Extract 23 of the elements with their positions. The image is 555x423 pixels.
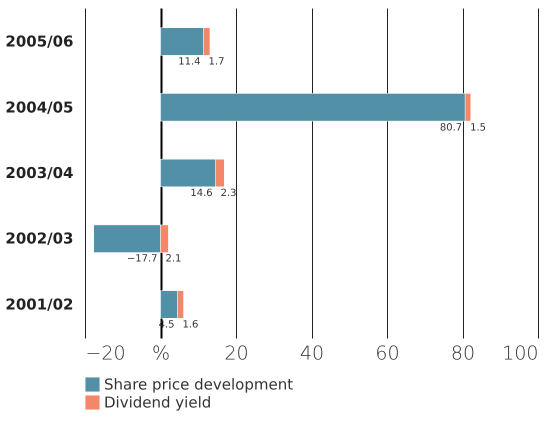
data-label: −17.7 <box>126 254 158 265</box>
data-label: 2.3 <box>220 188 237 199</box>
data-label: 80.7 <box>440 122 462 134</box>
x-tick-label: 100 <box>502 342 538 364</box>
data-label: 14.6 <box>190 188 213 199</box>
data-label: 11.4 <box>178 56 201 68</box>
x-tick-label: −20 <box>86 342 126 364</box>
y-tick-label: 2003/04 <box>5 164 74 182</box>
legend-label: Share price development <box>104 376 294 394</box>
data-label: 1.6 <box>182 319 198 330</box>
y-tick-label: 2001/02 <box>5 295 74 314</box>
data-label: 2.1 <box>166 254 182 265</box>
legend-label: Dividend yield <box>104 394 212 412</box>
data-label: 1.5 <box>470 122 486 134</box>
y-tick-label: 2002/03 <box>5 230 74 248</box>
x-tick-label: 40 <box>300 342 324 364</box>
y-tick-label: 2005/06 <box>5 32 74 51</box>
y-tick-label: 2004/05 <box>5 98 74 116</box>
x-tick-label: 60 <box>375 342 400 364</box>
x-tick-label: 80 <box>450 342 476 364</box>
data-label: 1.7 <box>208 56 224 68</box>
x-tick-label: 20 <box>224 342 249 364</box>
x-tick-label: % <box>152 342 170 364</box>
